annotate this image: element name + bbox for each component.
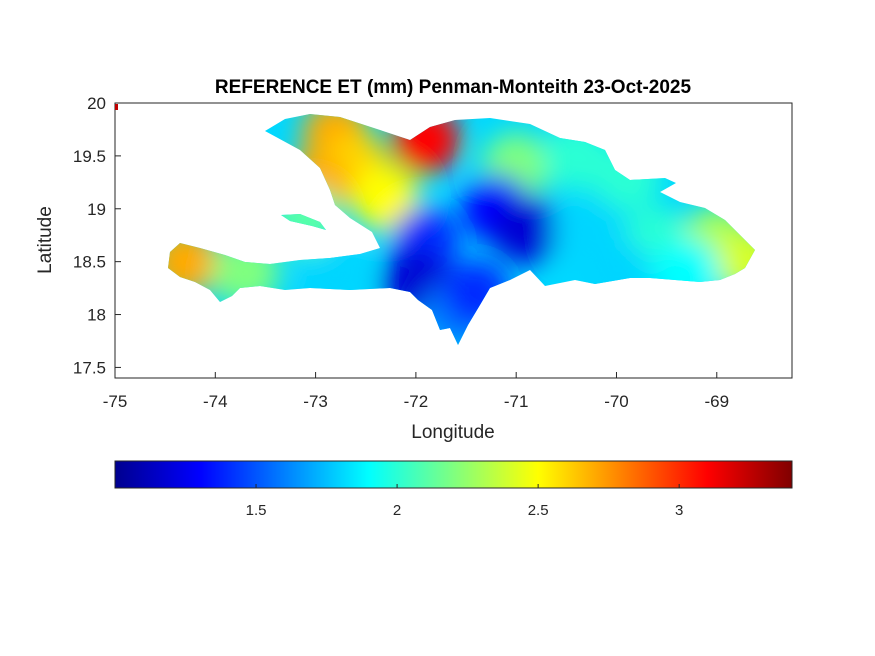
- x-tick-label: -71: [504, 392, 529, 411]
- colorbar-tick-label: 1.5: [246, 502, 267, 519]
- x-axis: -75 -74 -73 -72 -71 -70 -69: [103, 372, 729, 411]
- x-tick-label: -72: [404, 392, 429, 411]
- chart-title: REFERENCE ET (mm) Penman-Monteith 23-Oct…: [215, 77, 692, 98]
- x-tick-label: -73: [303, 392, 328, 411]
- y-tick-label: 18.5: [73, 253, 106, 272]
- y-tick-label: 20: [87, 94, 106, 113]
- y-tick-label: 17.5: [73, 358, 106, 377]
- x-tick-label: -69: [704, 392, 729, 411]
- y-axis: 17.5 18 18.5 19 19.5 20: [73, 94, 121, 377]
- colorbar: [114, 460, 793, 489]
- y-tick-label: 18: [87, 306, 106, 325]
- colorbar-tick-label: 2.5: [528, 502, 549, 519]
- colorbar-tick-label: 2: [393, 502, 401, 519]
- map-corner-artifact: [115, 104, 118, 110]
- colorbar-ticks: 1.5 2 2.5 3: [246, 484, 683, 519]
- x-tick-label: -75: [103, 392, 128, 411]
- x-axis-label: Longitude: [411, 422, 494, 443]
- y-tick-label: 19: [87, 200, 106, 219]
- y-axis-label: Latitude: [35, 206, 56, 274]
- heatmap-cell-4: [351, 164, 420, 233]
- y-tick-label: 19.5: [73, 147, 106, 166]
- x-tick-label: -74: [203, 392, 228, 411]
- colorbar-tick-label: 3: [675, 502, 683, 519]
- x-tick-label: -70: [604, 392, 629, 411]
- heatmap-cell-9: [492, 195, 561, 264]
